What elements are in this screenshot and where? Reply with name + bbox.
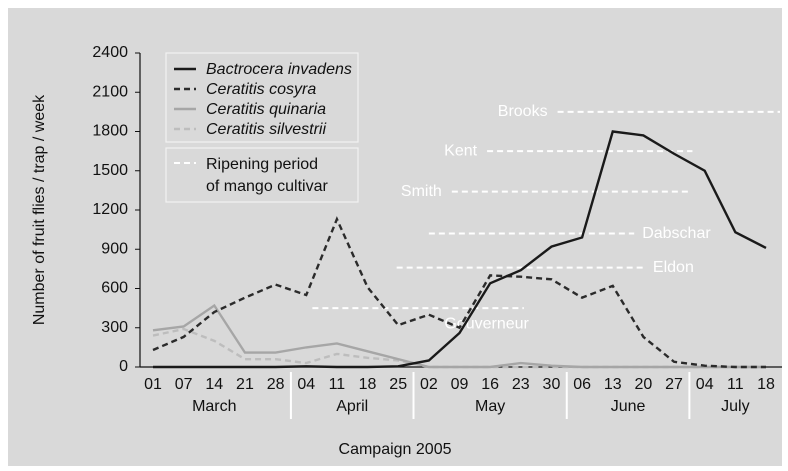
legend-box bbox=[165, 52, 359, 143]
ripening-legend-text: of mango cultivar bbox=[206, 178, 329, 195]
x-tick-label: 25 bbox=[389, 376, 407, 393]
x-tick-label: 27 bbox=[665, 376, 683, 393]
series-line bbox=[152, 303, 766, 369]
x-group-label: March bbox=[192, 398, 236, 415]
x-tick-label: 02 bbox=[420, 376, 438, 393]
y-tick-label: 600 bbox=[101, 280, 128, 297]
ripening-label: Brooks bbox=[498, 103, 548, 120]
series-line bbox=[152, 216, 766, 369]
x-tick-label: 21 bbox=[236, 376, 254, 393]
legend-label: Ceratitis cosyra bbox=[206, 81, 316, 98]
x-tick-label: 01 bbox=[144, 376, 162, 393]
ripening-label: Dabschar bbox=[642, 225, 711, 242]
x-tick-label: 09 bbox=[451, 376, 469, 393]
x-tick-label: 04 bbox=[297, 376, 315, 393]
ripening-label: Smith bbox=[401, 183, 442, 200]
y-tick-label: 300 bbox=[101, 319, 128, 336]
x-tick-label: 18 bbox=[757, 376, 775, 393]
x-tick-label: 18 bbox=[359, 376, 377, 393]
x-tick-label: 16 bbox=[481, 376, 499, 393]
x-tick-label: 11 bbox=[727, 376, 744, 393]
x-tick-label: 07 bbox=[175, 376, 193, 393]
y-tick-label: 1800 bbox=[92, 123, 128, 140]
legend-label: Ceratitis quinaria bbox=[206, 101, 326, 118]
chart-background bbox=[8, 8, 782, 466]
x-tick-label: 13 bbox=[604, 376, 622, 393]
x-tick-label: 20 bbox=[635, 376, 653, 393]
y-tick-label: 1200 bbox=[92, 201, 128, 218]
series-line bbox=[153, 130, 767, 369]
legend-label: Bactrocera invadens bbox=[206, 61, 352, 78]
x-tick-label: 06 bbox=[573, 376, 591, 393]
y-tick-label: 1500 bbox=[92, 162, 128, 179]
x-tick-label: 14 bbox=[205, 376, 223, 393]
y-tick-label: 2400 bbox=[92, 44, 128, 61]
y-tick-label: 900 bbox=[101, 240, 128, 257]
x-group-label: June bbox=[611, 398, 646, 415]
x-tick-label: 11 bbox=[329, 376, 346, 393]
ripening-label: Gouverneur bbox=[444, 315, 529, 332]
ripening-label: Kent bbox=[444, 142, 477, 159]
x-tick-label: 23 bbox=[512, 376, 530, 393]
x-tick-label: 30 bbox=[543, 376, 561, 393]
legend-label: Ceratitis silvestrii bbox=[206, 121, 326, 138]
x-group-label: July bbox=[721, 398, 749, 415]
x-group-label: May bbox=[475, 398, 505, 415]
x-tick-label: 28 bbox=[267, 376, 285, 393]
ripening-legend-text: Ripening period bbox=[206, 156, 318, 173]
y-tick-label: 2100 bbox=[92, 83, 128, 100]
y-axis-label: Number of fruit flies / trap / week bbox=[31, 94, 48, 325]
x-tick-label: 04 bbox=[696, 376, 714, 393]
y-tick-label: 0 bbox=[119, 358, 128, 375]
x-axis-label: Campaign 2005 bbox=[339, 441, 452, 458]
ripening-label: Eldon bbox=[653, 259, 694, 276]
ripening-legend-box bbox=[165, 147, 359, 203]
x-group-label: April bbox=[336, 398, 368, 415]
